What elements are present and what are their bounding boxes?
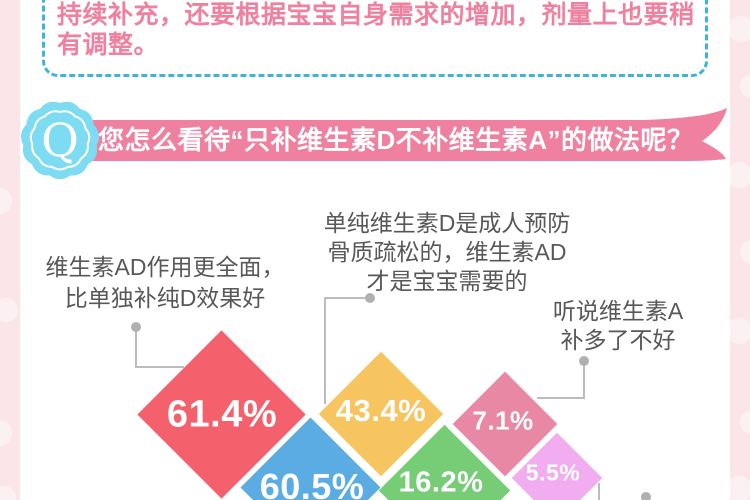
polka-dot <box>0 298 18 322</box>
note-text: 持续补充，还要根据宝宝自身需求的增加，剂量上也要稍 有调整。 <box>57 1 695 59</box>
polka-dot <box>730 476 750 500</box>
opinion-label-2: 单纯维生素D是成人预防 骨质疏松的，维生素AD 才是宝宝需要的 <box>323 210 571 294</box>
value-label-60-5: 60.5% <box>259 466 365 500</box>
left-deco-strip <box>0 0 20 500</box>
leader-line-3 <box>537 365 585 399</box>
note-box <box>42 0 708 77</box>
polka-dot <box>0 486 16 500</box>
polka-dot <box>740 240 750 264</box>
polka-dot <box>730 318 750 344</box>
opinion-label-3: 听说维生素A 补多了不好 <box>552 298 684 353</box>
value-label-5-5: 5.5% <box>525 459 581 486</box>
value-label-43-4: 43.4% <box>335 393 427 428</box>
value-label-61-4: 61.4% <box>166 393 278 436</box>
leader-dot-1 <box>131 322 141 332</box>
value-label-7-1: 7.1% <box>472 405 534 436</box>
polka-dot <box>0 420 12 446</box>
question-title: 您怎么看待“只补维生素D不补维生素A”的做法呢？ <box>98 125 694 155</box>
leader-line-1 <box>135 331 184 368</box>
polka-dot <box>730 162 750 188</box>
polka-dot <box>740 410 750 434</box>
opinion-label-1: 维生素AD作用更全面， 比单独补纯D效果好 <box>45 254 285 311</box>
leader-dot-4 <box>641 492 651 500</box>
value-label-16-2: 16.2% <box>398 466 484 499</box>
leader-dot-3 <box>579 356 589 366</box>
right-deco-strip <box>730 0 750 500</box>
polka-dot <box>0 188 12 214</box>
polka-dot <box>740 74 750 98</box>
q-badge-letter: Q <box>41 113 79 167</box>
polka-dot <box>730 16 750 42</box>
